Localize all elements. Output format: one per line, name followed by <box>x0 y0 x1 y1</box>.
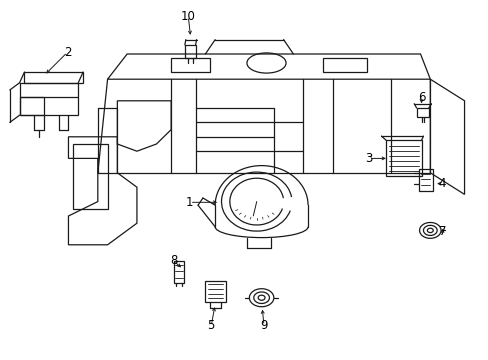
Text: 5: 5 <box>207 319 215 332</box>
Text: 4: 4 <box>438 177 446 190</box>
Text: 3: 3 <box>365 152 372 165</box>
Text: 1: 1 <box>185 196 193 209</box>
Text: 7: 7 <box>438 225 446 238</box>
Text: 8: 8 <box>169 255 177 267</box>
Text: 9: 9 <box>260 319 267 332</box>
Text: 10: 10 <box>181 10 195 23</box>
Text: 2: 2 <box>63 46 71 59</box>
Text: 6: 6 <box>417 91 425 104</box>
